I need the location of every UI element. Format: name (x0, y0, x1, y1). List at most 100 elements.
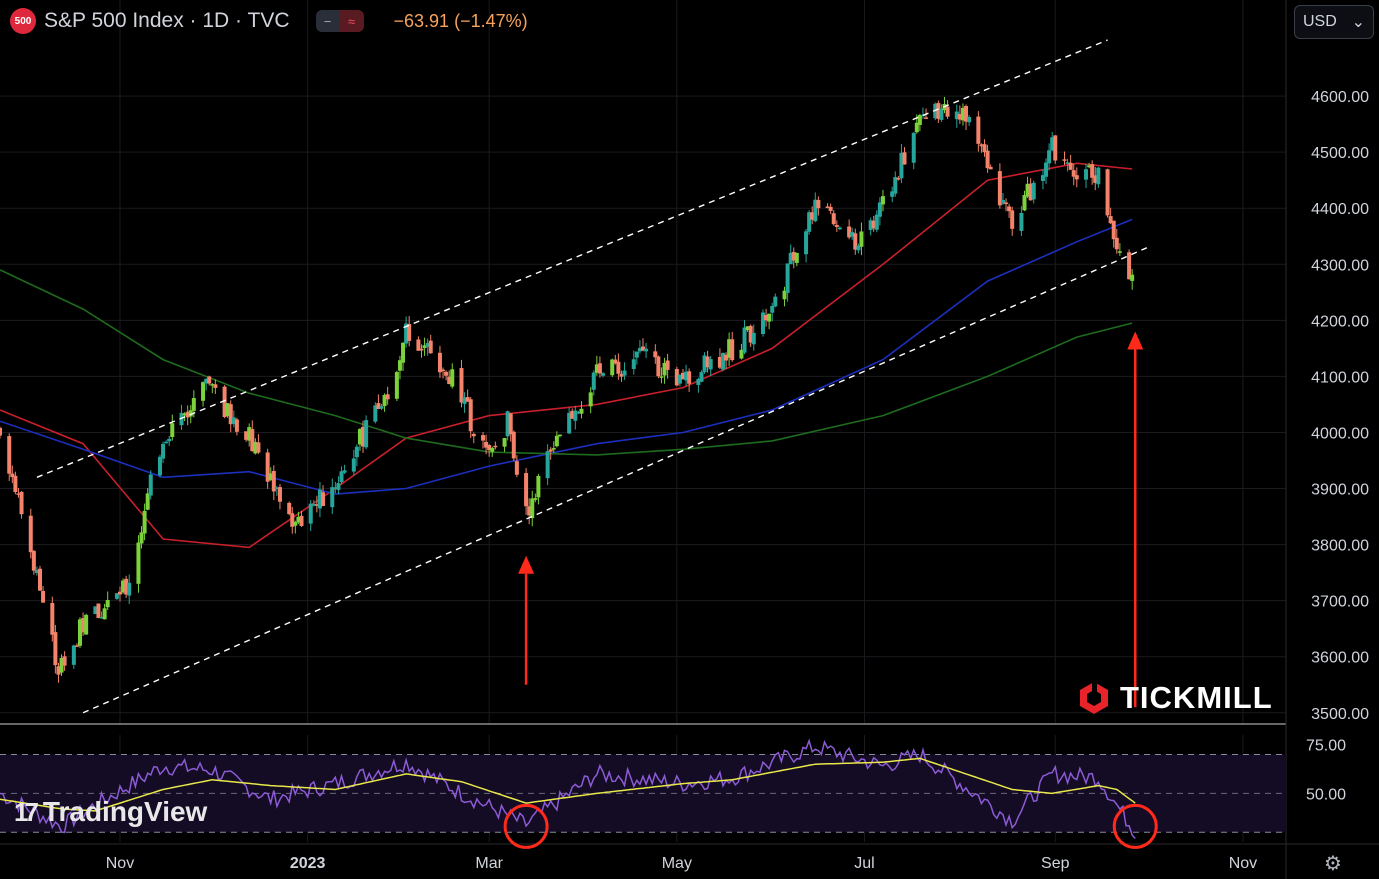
trend-channel[interactable] (36, 39, 1148, 714)
price-change: −63.91 (−1.47%) (393, 10, 528, 31)
price-tick-label: 3600.00 (1311, 650, 1369, 667)
candle-body (637, 348, 642, 352)
candle-body (222, 386, 227, 417)
candle-body (385, 394, 390, 400)
candle-body (868, 220, 873, 230)
candle-body (382, 394, 387, 407)
candle-body (397, 360, 402, 371)
wave-icon[interactable]: ≈ (339, 10, 364, 32)
candle-body (850, 232, 855, 237)
collapse-icon[interactable]: − (315, 10, 340, 32)
candle-body (720, 352, 725, 370)
candle-body (859, 231, 864, 247)
candle-body (662, 362, 667, 376)
candle-body (290, 513, 295, 527)
gear-icon[interactable]: ⚙ (1324, 853, 1342, 875)
candle-body (342, 470, 347, 473)
rsi-line (0, 738, 1136, 839)
header-toggle-group[interactable]: − ≈ (315, 10, 364, 32)
candle-body (394, 372, 399, 399)
candle-body (31, 550, 36, 571)
candle-body (296, 516, 301, 523)
time-tick-label: Nov (1229, 855, 1257, 872)
candle-body (988, 166, 993, 170)
candle-body (524, 473, 529, 507)
candle-body (0, 427, 2, 436)
moving-average-3 (0, 269, 1133, 456)
candle-body (939, 108, 944, 120)
candle-body (511, 431, 516, 459)
candle-body (588, 392, 593, 407)
candle-body (299, 515, 304, 526)
candle-body (853, 233, 858, 250)
currency-select[interactable]: USD ⌄ (1294, 5, 1374, 39)
candle-body (34, 570, 39, 574)
candle-body (447, 376, 452, 385)
candle-body (674, 369, 679, 386)
candle-body (231, 417, 236, 425)
price-tick-label: 4000.00 (1311, 425, 1369, 442)
candle-body (954, 111, 959, 120)
candle-body (244, 431, 249, 440)
candle-body (1065, 162, 1070, 164)
candle-body (896, 178, 901, 180)
candle-body (1053, 135, 1058, 161)
annotations[interactable] (503, 331, 1158, 849)
candle-body (161, 443, 166, 459)
candle-body (804, 231, 809, 255)
candle-body (1031, 182, 1036, 200)
candle-body (13, 475, 18, 493)
candle-body (84, 614, 89, 635)
candle-body (724, 354, 729, 361)
candle-body (484, 441, 489, 448)
candle-body (7, 436, 12, 474)
candle-body (847, 226, 852, 238)
candle-body (401, 342, 406, 363)
candle-body (490, 447, 495, 452)
candle-body (960, 107, 965, 121)
candle-body (287, 502, 292, 515)
candle-body (893, 177, 898, 194)
symbol-title[interactable]: S&P 500 Index · 1D · TVC (44, 9, 290, 32)
candle-body (1062, 159, 1067, 161)
candle-body (825, 206, 830, 208)
candle-body (71, 645, 76, 665)
candle-body (271, 471, 276, 492)
candle-body (1090, 164, 1095, 178)
candle-body (114, 593, 119, 599)
candle-body (748, 325, 753, 343)
candle-body (677, 374, 682, 384)
candle-body (102, 608, 107, 620)
price-tick-label: 4100.00 (1311, 369, 1369, 386)
candle-body (653, 351, 658, 358)
candle-body (185, 411, 190, 418)
symbol-logo[interactable]: 500 (10, 8, 36, 34)
candle-body (99, 617, 104, 619)
candle-body (182, 413, 187, 416)
price-tick-label: 4200.00 (1311, 313, 1369, 330)
candle-body (644, 348, 649, 352)
candle-body (354, 446, 359, 458)
time-tick-label: Jul (854, 855, 874, 872)
tickmill-wordmark: TICKMILL (1120, 680, 1273, 715)
candle-body (924, 117, 929, 119)
candle-body (807, 212, 812, 232)
candle-body (228, 404, 233, 425)
candle-body (856, 245, 861, 251)
candle-body (557, 434, 562, 437)
candle-body (253, 441, 258, 454)
candle-body (321, 492, 326, 506)
candle-body (487, 445, 492, 451)
time-tick-label: Sep (1041, 855, 1070, 872)
candle-body (767, 313, 772, 322)
candle-body (816, 199, 821, 209)
candle-body (536, 475, 541, 498)
chevron-down-icon: ⌄ (1351, 14, 1365, 31)
candle-body (874, 214, 879, 230)
candle-body (570, 410, 575, 419)
candle-body (527, 506, 532, 516)
candle-body (93, 606, 98, 615)
candle-body (364, 420, 369, 448)
chart-header: 500 S&P 500 Index · 1D · TVC − ≈ −63.91 … (10, 6, 528, 36)
